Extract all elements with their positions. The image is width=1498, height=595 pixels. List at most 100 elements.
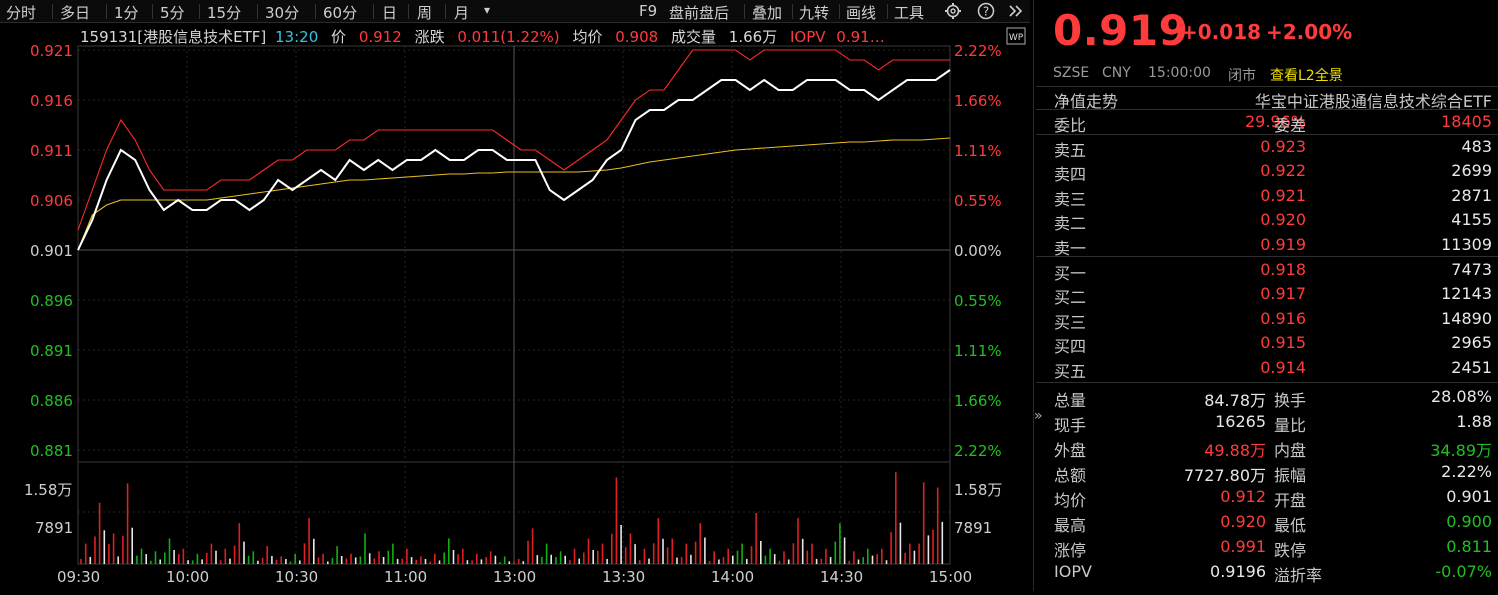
stat-value: -0.07%: [1435, 562, 1492, 581]
price-lines: [77, 49, 951, 251]
wp-badge[interactable]: WP: [1006, 27, 1026, 45]
tab-5min[interactable]: 5分: [160, 4, 185, 22]
bid-row: 买一 0.918 7473: [1054, 258, 1492, 283]
bid-price: 0.918: [1260, 260, 1306, 279]
cursor-volume: 1.66万: [729, 28, 777, 46]
nine-turn-button[interactable]: 九转: [799, 4, 830, 22]
nav-trend-label[interactable]: 净值走势: [1054, 92, 1119, 111]
intraday-chart[interactable]: 159131[港股信息技术ETF] 13:20 价 0.912 涨跌 0.011…: [0, 22, 1030, 591]
stats-row: 总量 84.78万 换手 28.08%: [1054, 385, 1492, 410]
ask-row: 卖一 0.919 11309: [1054, 233, 1492, 258]
time-tick: 09:30: [57, 568, 100, 586]
ask-row: 卖二 0.920 4155: [1054, 208, 1492, 233]
stat-value: 7727.80万: [1183, 466, 1266, 485]
price-label: 价: [331, 28, 346, 46]
stat-label: 内盘: [1274, 441, 1307, 460]
divider: [1036, 134, 1498, 135]
divider: [315, 4, 316, 19]
divider: [152, 4, 153, 19]
last-price: 0.919: [1053, 6, 1189, 55]
view-l2-link[interactable]: 查看L2全景: [1270, 68, 1343, 84]
stat-value: 1.88: [1456, 412, 1492, 431]
stat-label: IOPV: [1054, 562, 1092, 581]
tab-month[interactable]: 月: [454, 4, 470, 22]
percent-tick: 1.11%: [954, 142, 1002, 160]
price-tick: 0.906: [30, 192, 73, 210]
intraday-chart-svg[interactable]: 159131[港股信息技术ETF] 13:20 价 0.912 涨跌 0.011…: [0, 22, 1030, 591]
price-tick: 0.896: [30, 292, 73, 310]
percent-tick: 1.66%: [954, 392, 1002, 410]
divider: [792, 4, 793, 19]
divider: [373, 4, 374, 19]
percent-tick: 1.66%: [954, 92, 1002, 110]
bid-row: 买四 0.915 2965: [1054, 331, 1492, 356]
stat-label: 换手: [1274, 391, 1307, 410]
bid-price: 0.917: [1260, 284, 1306, 304]
stat-label: 最高: [1054, 516, 1087, 535]
stat-value: 0.920: [1220, 512, 1266, 531]
tab-1min[interactable]: 1分: [114, 4, 139, 22]
volume-bars: [80, 472, 944, 564]
ask-volume: 483: [1461, 137, 1492, 156]
tab-60min[interactable]: 60分: [323, 4, 358, 22]
tab-15min[interactable]: 15分: [207, 4, 242, 22]
divider: [887, 4, 888, 19]
tools-button[interactable]: 工具: [894, 4, 925, 22]
pre-post-market-button[interactable]: 盘前盘后: [669, 4, 730, 22]
chart-grid: [77, 45, 951, 565]
draw-line-button[interactable]: 画线: [846, 4, 877, 22]
stat-value: 2.22%: [1441, 462, 1492, 481]
percent-tick: 0.55%: [954, 292, 1002, 310]
tab-30min[interactable]: 30分: [265, 4, 300, 22]
stat-label: 外盘: [1054, 441, 1087, 460]
overlay-button[interactable]: 叠加: [752, 4, 783, 22]
collapse-right-icon[interactable]: [1007, 3, 1025, 19]
divider: [257, 4, 258, 19]
bid-level-label: 买一: [1054, 264, 1087, 283]
f9-button[interactable]: F9: [639, 2, 658, 20]
ask-price: 0.921: [1260, 185, 1306, 205]
ask-volume: 2871: [1451, 185, 1492, 205]
percent-tick: 0.55%: [954, 192, 1002, 210]
stat-value: 28.08%: [1430, 387, 1492, 406]
time-tick: 13:30: [602, 568, 645, 586]
webi-value: 29.96%: [1244, 112, 1306, 131]
help-icon[interactable]: ?: [976, 2, 996, 20]
time-tick: 14:30: [820, 568, 863, 586]
iopv-label: IOPV: [790, 28, 826, 46]
divider: [52, 4, 53, 19]
tab-multi-day[interactable]: 多日: [60, 4, 91, 22]
price-tick: 0.916: [30, 92, 73, 110]
divider: [408, 4, 409, 19]
stats-row: 总额 7727.80万 振幅 2.22%: [1054, 460, 1492, 485]
nav-trend-row[interactable]: 净值走势 华宝中证港股通信息技术综合ETF: [1054, 86, 1492, 111]
price-tick: 0.901: [30, 242, 73, 260]
cursor-avg: 0.908: [615, 28, 658, 46]
quote-time: 15:00:00: [1148, 65, 1211, 81]
bid-volume: 2965: [1451, 333, 1492, 353]
stats-row: 均价 0.912 开盘 0.901: [1054, 485, 1492, 510]
wecha-label: 委差: [1274, 116, 1307, 135]
period-dropdown-icon[interactable]: ▾: [484, 3, 491, 17]
expand-arrow-icon[interactable]: »: [1034, 408, 1043, 424]
ask-level-label: 卖四: [1054, 165, 1087, 185]
tab-day[interactable]: 日: [382, 4, 398, 22]
security-code-name: 159131[港股信息技术ETF]: [80, 28, 266, 46]
gear-icon[interactable]: [943, 2, 963, 20]
change-label: 涨跌: [415, 28, 445, 46]
volume-tick: 7891: [35, 519, 73, 537]
stat-value: 0.900: [1446, 512, 1492, 531]
divider: [744, 4, 745, 19]
stat-label: 均价: [1054, 491, 1087, 510]
tab-week[interactable]: 周: [417, 4, 433, 22]
percent-tick: 2.22%: [954, 42, 1002, 60]
stats-row: 最高 0.920 最低 0.900: [1054, 510, 1492, 535]
tab-intraday[interactable]: 分时: [6, 4, 37, 22]
time-axis: 09:30 10:00 10:30 11:00 13:00 13:30 14:0…: [57, 568, 972, 586]
stat-value: 0.991: [1220, 537, 1266, 556]
index-name: 华宝中证港股通信息技术综合ETF: [1254, 92, 1492, 111]
time-tick: 10:30: [275, 568, 318, 586]
series-line-avg: [77, 137, 951, 251]
ask-price: 0.919: [1260, 234, 1306, 254]
divider: [1036, 382, 1498, 383]
